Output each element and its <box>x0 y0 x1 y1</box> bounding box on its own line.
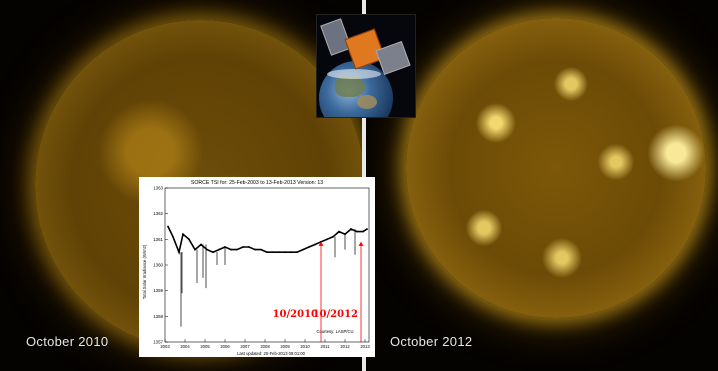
chart-data-point <box>350 228 352 230</box>
earth-landmass <box>357 95 377 109</box>
chart-data-point <box>278 251 280 254</box>
chart-title: SORCE TSI for: 25-Feb-2003 to 13-Feb-201… <box>191 180 323 186</box>
chart-y-tick-label: 1359 <box>153 288 163 293</box>
caption-2012: October 2012 <box>390 334 473 349</box>
chart-data-point <box>230 248 232 251</box>
chart-y-tick-label: 1358 <box>153 314 163 319</box>
chart-data-point <box>266 251 268 254</box>
chart-data-point <box>172 235 174 238</box>
chart-data-point <box>356 230 358 233</box>
chart-data-point <box>362 230 364 233</box>
chart-data-point <box>302 248 304 251</box>
chart-data-point <box>224 246 226 248</box>
chart-data-point <box>194 248 196 251</box>
chart-data-point <box>200 243 202 246</box>
chart-data-point <box>248 246 250 248</box>
satellite-solar-panel <box>320 18 352 56</box>
chart-data-point <box>188 238 190 241</box>
annotation-arrowhead <box>318 241 324 246</box>
chart-x-tick-label: 2009 <box>280 344 290 349</box>
chart-ylabel: Total Solar Irradiance (W/m2) <box>142 244 147 299</box>
chart-data-point <box>338 230 340 233</box>
chart-data-point <box>178 251 180 254</box>
chart-x-tick-label: 2013 <box>360 344 370 349</box>
chart-data-point <box>242 246 244 248</box>
chart-x-tick-label: 2006 <box>220 344 230 349</box>
chart-footer: Last updated: 20-Feb-2013 08:01:00 <box>237 351 306 356</box>
chart-x-tick-label: 2008 <box>260 344 270 349</box>
chart-x-tick-label: 2003 <box>160 344 170 349</box>
chart-x-tick-label: 2011 <box>320 344 330 349</box>
chart-x-tick-label: 2004 <box>180 344 190 349</box>
chart-x-tick-label: 2010 <box>300 344 310 349</box>
chart-y-tick-label: 1363 <box>153 186 163 191</box>
chart-y-tick-label: 1360 <box>153 263 163 268</box>
chart-x-tick-label: 2005 <box>200 344 210 349</box>
chart-y-tick-label: 1357 <box>153 340 163 345</box>
earth-landmass <box>335 75 365 97</box>
tsi-chart-svg: SORCE TSI for: 25-Feb-2003 to 13-Feb-201… <box>142 180 370 356</box>
chart-data-point <box>308 246 310 248</box>
chart-data-point <box>366 228 368 230</box>
earth-cloud <box>327 69 381 79</box>
chart-data-point <box>332 235 334 238</box>
chart-credit: Courtesy: LASP/CU <box>316 329 353 334</box>
annotation-arrowhead <box>358 241 364 246</box>
chart-data-point <box>314 243 316 246</box>
caption-2010: October 2010 <box>26 334 109 349</box>
chart-data-point <box>167 225 169 228</box>
tsi-chart: SORCE TSI for: 25-Feb-2003 to 13-Feb-201… <box>139 177 375 357</box>
chart-data-point <box>260 248 262 251</box>
chart-data-point <box>254 248 256 251</box>
chart-data-point <box>236 248 238 251</box>
chart-data-point <box>326 238 328 241</box>
chart-series-line <box>167 226 368 255</box>
chart-data-point <box>320 241 322 243</box>
annotation-label: 10/2012 <box>313 309 358 320</box>
chart-x-tick-label: 2012 <box>340 344 350 349</box>
chart-data-point <box>212 251 214 254</box>
chart-x-tick-label: 2007 <box>240 344 250 349</box>
chart-data-point <box>272 251 274 254</box>
chart-data-point <box>284 251 286 254</box>
chart-data-point <box>206 248 208 251</box>
chart-data-point <box>218 248 220 251</box>
satellite-image <box>316 14 416 118</box>
chart-data-point <box>296 251 298 254</box>
chart-y-tick-label: 1362 <box>153 211 163 216</box>
sun-disk-2012 <box>406 18 706 318</box>
annotation-label: 10/2010 <box>273 309 318 320</box>
sun-panel-2012 <box>366 0 718 371</box>
chart-y-tick-label: 1361 <box>153 237 163 242</box>
chart-data-point <box>290 251 292 254</box>
chart-data-point <box>182 233 184 236</box>
